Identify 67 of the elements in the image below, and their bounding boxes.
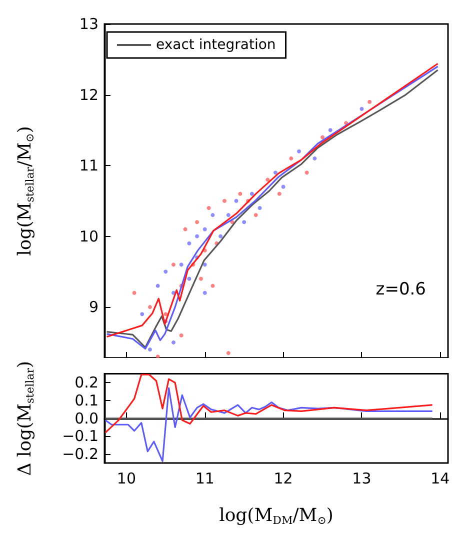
- point: [202, 227, 207, 232]
- y-tick-label: 12: [79, 86, 98, 104]
- x-tick-label: 13: [352, 470, 372, 488]
- x-tick-label: 14: [430, 470, 450, 488]
- point: [281, 184, 286, 189]
- point: [273, 170, 278, 175]
- point: [226, 213, 230, 218]
- annotation: z=0.6: [376, 280, 426, 300]
- y-tick-label: 0.0: [74, 409, 98, 428]
- point: [187, 241, 192, 246]
- point: [210, 213, 215, 218]
- point: [360, 106, 364, 111]
- point: [164, 312, 168, 316]
- point: [296, 149, 301, 154]
- y-tick-label: 0.1: [74, 392, 98, 410]
- point: [242, 220, 246, 224]
- point: [202, 290, 207, 295]
- legend-label: exact integration: [156, 37, 276, 53]
- line-series: [104, 387, 434, 462]
- y-tick-label: 11: [79, 156, 98, 175]
- point: [289, 156, 294, 160]
- point: [368, 100, 372, 104]
- point: [202, 262, 207, 267]
- point: [320, 135, 325, 140]
- point: [148, 305, 152, 310]
- y-tick-label: 0.2: [74, 374, 98, 392]
- point: [164, 270, 168, 274]
- y-tick-label: 10: [79, 227, 98, 246]
- point: [148, 348, 152, 352]
- y-tick-label: 9: [88, 298, 98, 316]
- point: [187, 276, 192, 281]
- point: [140, 312, 144, 316]
- point: [254, 213, 258, 218]
- x-tick-label: 10: [116, 470, 136, 488]
- point: [195, 220, 200, 224]
- point: [198, 276, 203, 281]
- point: [195, 234, 200, 238]
- point: [218, 234, 223, 238]
- point: [328, 128, 332, 132]
- point: [172, 262, 176, 267]
- y-tick-label: −0.2: [62, 445, 98, 464]
- point: [312, 156, 317, 160]
- point: [183, 227, 188, 232]
- x-tick-label: 11: [195, 470, 214, 488]
- line-series: [104, 374, 434, 434]
- point: [156, 354, 160, 358]
- y-axis-title: log(Mstellar/M⊙): [14, 126, 36, 256]
- point: [277, 192, 282, 196]
- point: [250, 192, 254, 196]
- point: [172, 340, 176, 344]
- point: [210, 284, 215, 288]
- point: [266, 178, 270, 182]
- point: [156, 284, 160, 288]
- point: [258, 206, 262, 210]
- point: [206, 206, 211, 210]
- point: [179, 333, 184, 338]
- point: [234, 198, 238, 203]
- point: [304, 170, 309, 175]
- y-tick-label: −0.1: [62, 427, 98, 446]
- point: [238, 192, 242, 196]
- point: [132, 290, 136, 295]
- y-axis-title: Δ log(Mstellar): [14, 360, 36, 476]
- point: [179, 262, 184, 267]
- y-tick-label: 13: [79, 15, 98, 33]
- point: [226, 351, 230, 356]
- x-tick-label: 12: [274, 470, 293, 488]
- point: [222, 198, 226, 203]
